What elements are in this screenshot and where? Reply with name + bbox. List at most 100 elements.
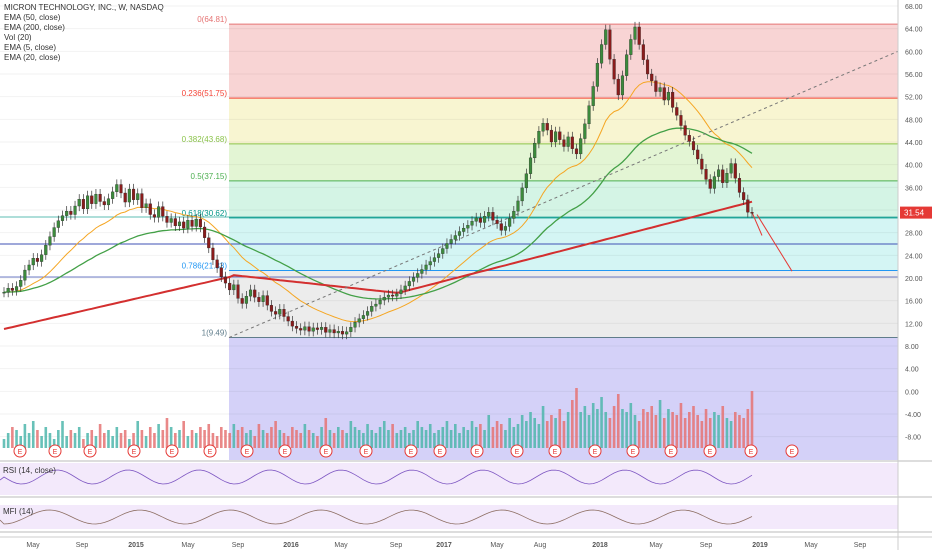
volume-bar [40, 436, 43, 448]
volume-bar [61, 421, 64, 448]
volume-bar [596, 409, 599, 448]
volume-bar [6, 433, 10, 448]
rsi-line [0, 469, 753, 485]
oscillator-panes: RSI (14, close) MFI (14) [0, 460, 932, 533]
candle-body [102, 201, 106, 206]
candle-body [717, 169, 721, 177]
volume-bar [132, 433, 135, 448]
candle-body [353, 322, 357, 328]
earnings-marker [785, 444, 799, 458]
rsi-pane [0, 463, 898, 495]
volume-bar [98, 424, 102, 448]
candle-body [148, 203, 152, 215]
volume-bar [194, 433, 198, 448]
volume-bar [625, 412, 628, 448]
candle-body [524, 173, 528, 189]
candle-body [671, 91, 675, 108]
volume-bar [270, 427, 273, 448]
candle-body [386, 294, 390, 298]
indicator-ema20[interactable]: EMA (20, close) [4, 53, 61, 62]
volume-bar [717, 415, 720, 448]
earnings-marker-label: E [553, 449, 558, 456]
volume-bar [387, 430, 390, 448]
volume-bar [470, 421, 474, 448]
candle-body [746, 199, 750, 213]
volume-bar [558, 409, 562, 448]
volume-bar [153, 433, 156, 448]
earnings-marker [165, 444, 179, 458]
volume-bar [86, 433, 89, 448]
volume-bar [215, 436, 219, 448]
candle-body [725, 173, 729, 183]
earnings-marker-label: E [88, 449, 93, 456]
candle-body [508, 218, 512, 227]
fib-level-label: 0.236(51.75) [182, 89, 228, 98]
volume-bar [541, 406, 545, 448]
candle-body [462, 227, 466, 232]
candle-body [115, 184, 119, 193]
rsi-label: RSI (14, close) [3, 466, 56, 475]
volume-bar [512, 427, 516, 448]
candle-body [207, 237, 211, 249]
candle-body [361, 315, 365, 319]
candle-body [708, 179, 712, 189]
time-tick-label: May [181, 542, 195, 549]
volume-bar [165, 418, 169, 448]
volume-bar [491, 427, 495, 448]
candle-body [679, 115, 683, 126]
candle-body [737, 178, 742, 193]
price-tick-label: 48.00 [905, 117, 923, 124]
candle-body [136, 193, 140, 200]
volume-bar [382, 421, 386, 448]
volume-bar [721, 406, 725, 448]
candle-body [144, 203, 148, 208]
candle-body [512, 210, 516, 219]
volume-bar [683, 418, 687, 448]
time-tick-label: May [490, 542, 504, 549]
indicator-ema200[interactable]: EMA (200, close) [4, 23, 65, 32]
candle-body [424, 264, 428, 270]
indicator-vol[interactable]: Vol (20) [4, 33, 32, 42]
volume-bar [203, 430, 206, 448]
ema200-line [3, 200, 753, 330]
volume-bar [508, 418, 511, 448]
volume-bar [211, 433, 215, 448]
volume-bar [633, 415, 637, 448]
grid [0, 5, 898, 438]
candle-body [675, 107, 679, 116]
earnings-marker [588, 444, 602, 458]
volume-bar [357, 430, 361, 448]
volume-bar [286, 436, 290, 448]
fib-zone [229, 143, 898, 181]
earnings-marker [127, 444, 141, 458]
volume-bar [27, 433, 31, 448]
candle-body [583, 123, 587, 139]
candle-body [269, 305, 273, 312]
candle-body [566, 136, 570, 147]
candle-body [48, 236, 52, 246]
volume-bar [420, 427, 424, 448]
candle-body [403, 285, 407, 291]
volume-bar [291, 427, 294, 448]
candle-body [345, 331, 349, 335]
candle-body [140, 193, 144, 208]
candle-body [215, 259, 219, 268]
volume-bar [403, 427, 407, 448]
indicator-ema50[interactable]: EMA (50, close) [4, 13, 61, 22]
price-tick-label: 52.00 [905, 95, 923, 102]
volume-bar [637, 421, 641, 448]
volume-bar [128, 439, 131, 448]
candle-body [666, 91, 670, 101]
last-price-badge [900, 206, 932, 219]
volume-bar [408, 433, 411, 448]
candle-body [131, 188, 136, 200]
candle-body [579, 138, 583, 155]
indicator-ema5[interactable]: EMA (5, close) [4, 43, 57, 52]
time-tick-label: 2019 [752, 542, 768, 549]
price-tick-label: 0.00 [905, 389, 919, 396]
earnings-marker [203, 444, 217, 458]
volume-bar [667, 409, 670, 448]
volume-bar [545, 421, 549, 448]
